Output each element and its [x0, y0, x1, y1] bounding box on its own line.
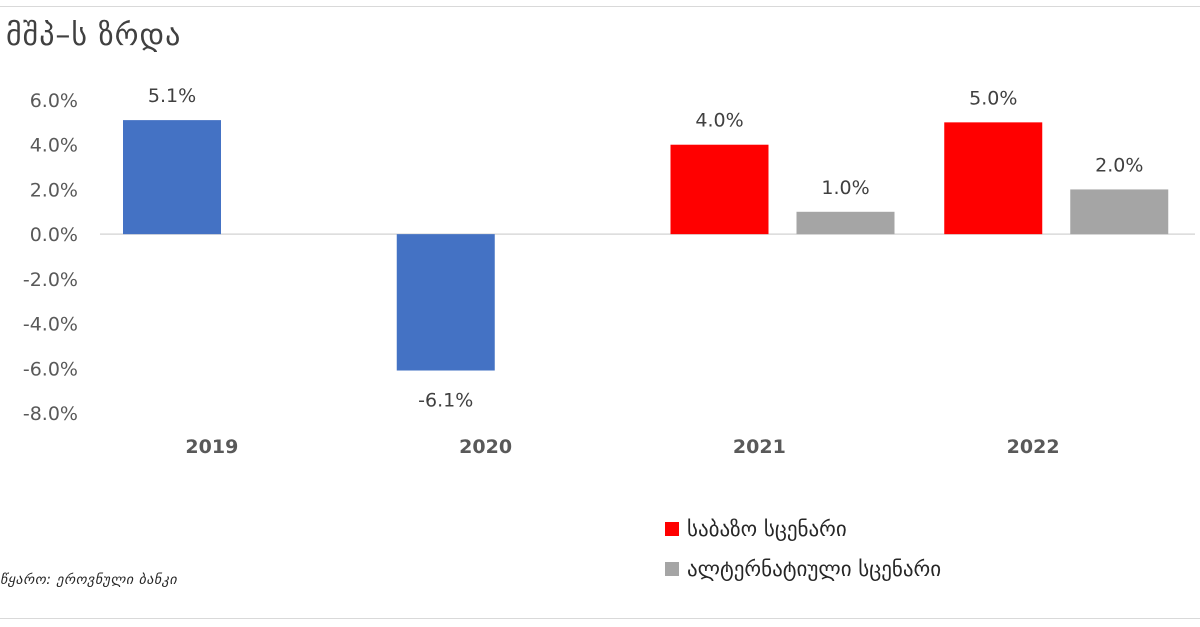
bar-alternative-2021	[796, 211, 895, 235]
data-label: -6.1%	[418, 390, 473, 412]
top-divider	[0, 6, 1200, 7]
bottom-divider	[0, 618, 1200, 619]
y-tick-label: -2.0%	[23, 269, 78, 291]
source-note: წყარო: ეროვნული ბანკი	[0, 572, 178, 588]
data-label: 4.0%	[695, 110, 743, 132]
y-tick-label: 6.0%	[30, 90, 78, 112]
bar-base-2022	[944, 122, 1043, 235]
chart-title: მშპ–ს ზრდა	[6, 18, 182, 53]
data-label: 1.0%	[821, 177, 869, 199]
legend-swatch-alternative	[665, 562, 679, 576]
x-tick-label: 2021	[733, 436, 786, 458]
bar-base-2019	[123, 120, 221, 235]
x-tick-label: 2020	[459, 436, 512, 458]
y-tick-label: 0.0%	[30, 224, 78, 246]
legend-label-base: საბაზო სცენარი	[687, 517, 847, 541]
legend-label-alternative: ალტერნატიული სცენარი	[687, 557, 942, 581]
bar-base-2021	[670, 144, 769, 235]
bar-base-2020	[396, 234, 495, 371]
legend-swatch-base	[665, 522, 679, 536]
y-tick-label: -4.0%	[23, 314, 78, 336]
legend-item-base: საბაზო სცენარი	[665, 512, 941, 546]
bar-alternative-2022	[1070, 189, 1169, 235]
data-label: 5.0%	[969, 87, 1017, 109]
y-tick-label: 2.0%	[30, 179, 78, 201]
data-label: 2.0%	[1095, 154, 1143, 176]
legend-item-alternative: ალტერნატიული სცენარი	[665, 552, 941, 586]
y-tick-label: -8.0%	[23, 403, 78, 425]
y-tick-label: -6.0%	[23, 358, 78, 380]
y-tick-label: 4.0%	[30, 135, 78, 157]
x-tick-label: 2019	[185, 436, 238, 458]
data-label: 5.1%	[148, 85, 196, 107]
legend: საბაზო სცენარი ალტერნატიული სცენარი	[665, 512, 941, 592]
x-tick-label: 2022	[1007, 436, 1060, 458]
